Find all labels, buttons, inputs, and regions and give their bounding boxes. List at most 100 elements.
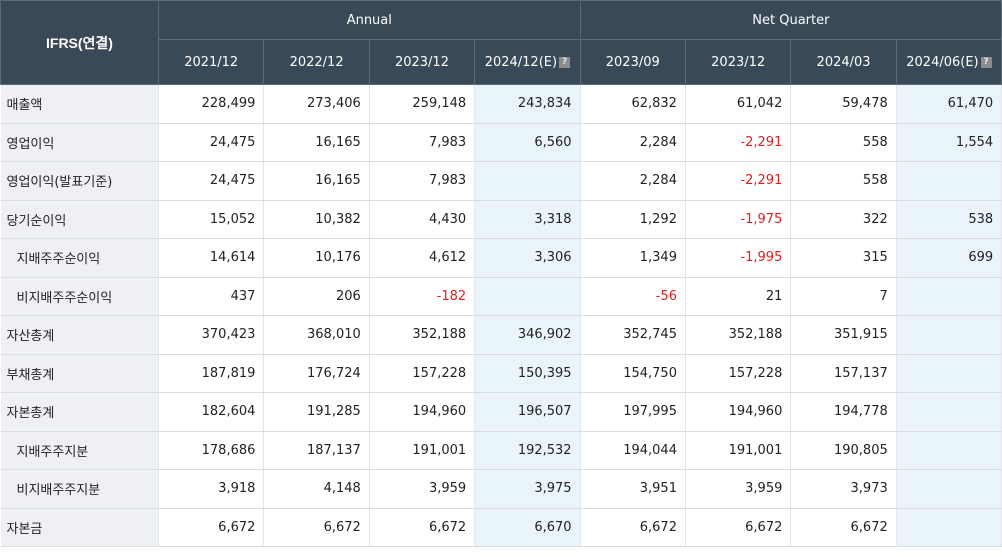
table-cell: 4,612 [369, 238, 476, 278]
table-cell: 157,228 [685, 354, 792, 393]
table-cell: 315 [790, 238, 897, 278]
table-cell: 10,176 [263, 238, 370, 278]
table-row: 자산총계 370,423 368,010 352,188 346,902 352,745 3… [0, 315, 1002, 355]
table-cell: 4,430 [369, 200, 476, 239]
table-cell: 176,724 [263, 354, 370, 393]
table-cell: 6,670 [474, 508, 581, 547]
period-label: 2024/06(E) [906, 54, 979, 70]
table-cell: 3,306 [474, 238, 581, 278]
table-cell: 346,902 [474, 315, 581, 355]
table-cell: 6,560 [474, 123, 581, 162]
table-cell: 21 [685, 277, 792, 316]
table-cell: 6,672 [369, 508, 476, 547]
row-label: 자본금 [0, 508, 159, 547]
table-cell: 59,478 [790, 84, 897, 124]
table-cell: 538 [896, 200, 1002, 239]
table-cell: 194,778 [790, 392, 897, 432]
table-cell: 14,614 [158, 238, 265, 278]
table-cell: 3,318 [474, 200, 581, 239]
table-cell: 182,604 [158, 392, 265, 432]
period-header: 2022/12 [263, 39, 370, 85]
table-cell: 2,284 [580, 161, 686, 201]
table-row: 지배주주순이익 14,614 10,176 4,612 3,306 1,349 -1,995… [0, 238, 1002, 278]
table-cell: 196,507 [474, 392, 581, 432]
table-cell: 187,137 [263, 431, 370, 470]
period-label: 2024/03 [816, 54, 871, 70]
row-label: 당기순이익 [0, 200, 159, 239]
table-cell: 154,750 [580, 354, 686, 393]
table-row: 매출액 228,499 273,406 259,148 243,834 62,832 61,… [0, 84, 1002, 124]
table-cell: 191,285 [263, 392, 370, 432]
table-row: 비지배주주지분 3,918 4,148 3,959 3,975 3,951 3,959 3,9… [0, 469, 1002, 509]
row-label: 자산총계 [0, 315, 159, 355]
table-cell: 157,228 [369, 354, 476, 393]
table-cell: 1,292 [580, 200, 686, 239]
table-cell: 351,915 [790, 315, 897, 355]
row-label: 부채총계 [0, 354, 159, 393]
table-cell: 558 [790, 161, 897, 201]
row-label: 자본총계 [0, 392, 159, 432]
table-header: IFRS(연결) Annual Net Quarter 2021/12 2022… [0, 0, 1002, 85]
help-icon[interactable]: ? [980, 56, 992, 68]
table-cell: 6,672 [158, 508, 265, 547]
table-cell [896, 161, 1002, 201]
table-cell: 194,960 [369, 392, 476, 432]
table-cell: 1,349 [580, 238, 686, 278]
table-cell: 273,406 [263, 84, 370, 124]
row-label: 비지배주주순이익 [0, 277, 159, 316]
table-cell: 3,959 [369, 469, 476, 509]
table-cell: 178,686 [158, 431, 265, 470]
period-label: 2023/09 [605, 54, 660, 70]
table-cell: 3,951 [580, 469, 686, 509]
table-cell [896, 277, 1002, 316]
table-cell: 61,470 [896, 84, 1002, 124]
period-header: 2023/09 [579, 39, 686, 85]
table-cell: 3,973 [790, 469, 897, 509]
period-label: 2023/12 [711, 54, 766, 70]
table-cell: 3,975 [474, 469, 581, 509]
table-cell: 370,423 [158, 315, 265, 355]
table-cell: 16,165 [263, 123, 370, 162]
period-header: 2024/03 [790, 39, 897, 85]
table-cell: 190,805 [790, 431, 897, 470]
table-cell [896, 508, 1002, 547]
table-row: 영업이익(발표기준) 24,475 16,165 7,983 2,284 -2,291 55… [0, 161, 1002, 201]
table-row: 영업이익 24,475 16,165 7,983 6,560 2,284 -2,291 558… [0, 123, 1002, 162]
table-cell [896, 354, 1002, 393]
table-cell: 259,148 [369, 84, 476, 124]
table-cell: 191,001 [685, 431, 792, 470]
period-header-estimate: 2024/12(E)? [474, 39, 581, 85]
table-cell: 243,834 [474, 84, 581, 124]
table-cell: 10,382 [263, 200, 370, 239]
table-cell: 15,052 [158, 200, 265, 239]
table-cell: 322 [790, 200, 897, 239]
table-cell: 6,672 [263, 508, 370, 547]
table-cell: 24,475 [158, 161, 265, 201]
table-cell: 352,188 [369, 315, 476, 355]
table-cell: 192,532 [474, 431, 581, 470]
table-cell: 352,745 [580, 315, 686, 355]
table-cell: 699 [896, 238, 1002, 278]
table-cell [896, 469, 1002, 509]
table-cell: 3,959 [685, 469, 792, 509]
table-cell: -2,291 [685, 123, 792, 162]
table-cell [896, 315, 1002, 355]
period-header: 2023/12 [684, 39, 792, 85]
help-icon[interactable]: ? [559, 56, 571, 68]
period-header: 2023/12 [368, 39, 476, 85]
table-cell: -56 [580, 277, 686, 316]
table-cell: 62,832 [580, 84, 686, 124]
table-cell: 61,042 [685, 84, 792, 124]
table-cell: 6,672 [685, 508, 792, 547]
table-row: 자본금 6,672 6,672 6,672 6,670 6,672 6,672 6,672 [0, 508, 1002, 547]
table-cell: 191,001 [369, 431, 476, 470]
table-cell: 194,044 [580, 431, 686, 470]
row-label: 영업이익 [0, 123, 159, 162]
table-cell: 206 [263, 277, 370, 316]
table-cell: -182 [369, 277, 476, 316]
table-cell [896, 431, 1002, 470]
table-cell: 558 [790, 123, 897, 162]
annual-group-header: Annual [158, 0, 581, 40]
table-cell: 194,960 [685, 392, 792, 432]
